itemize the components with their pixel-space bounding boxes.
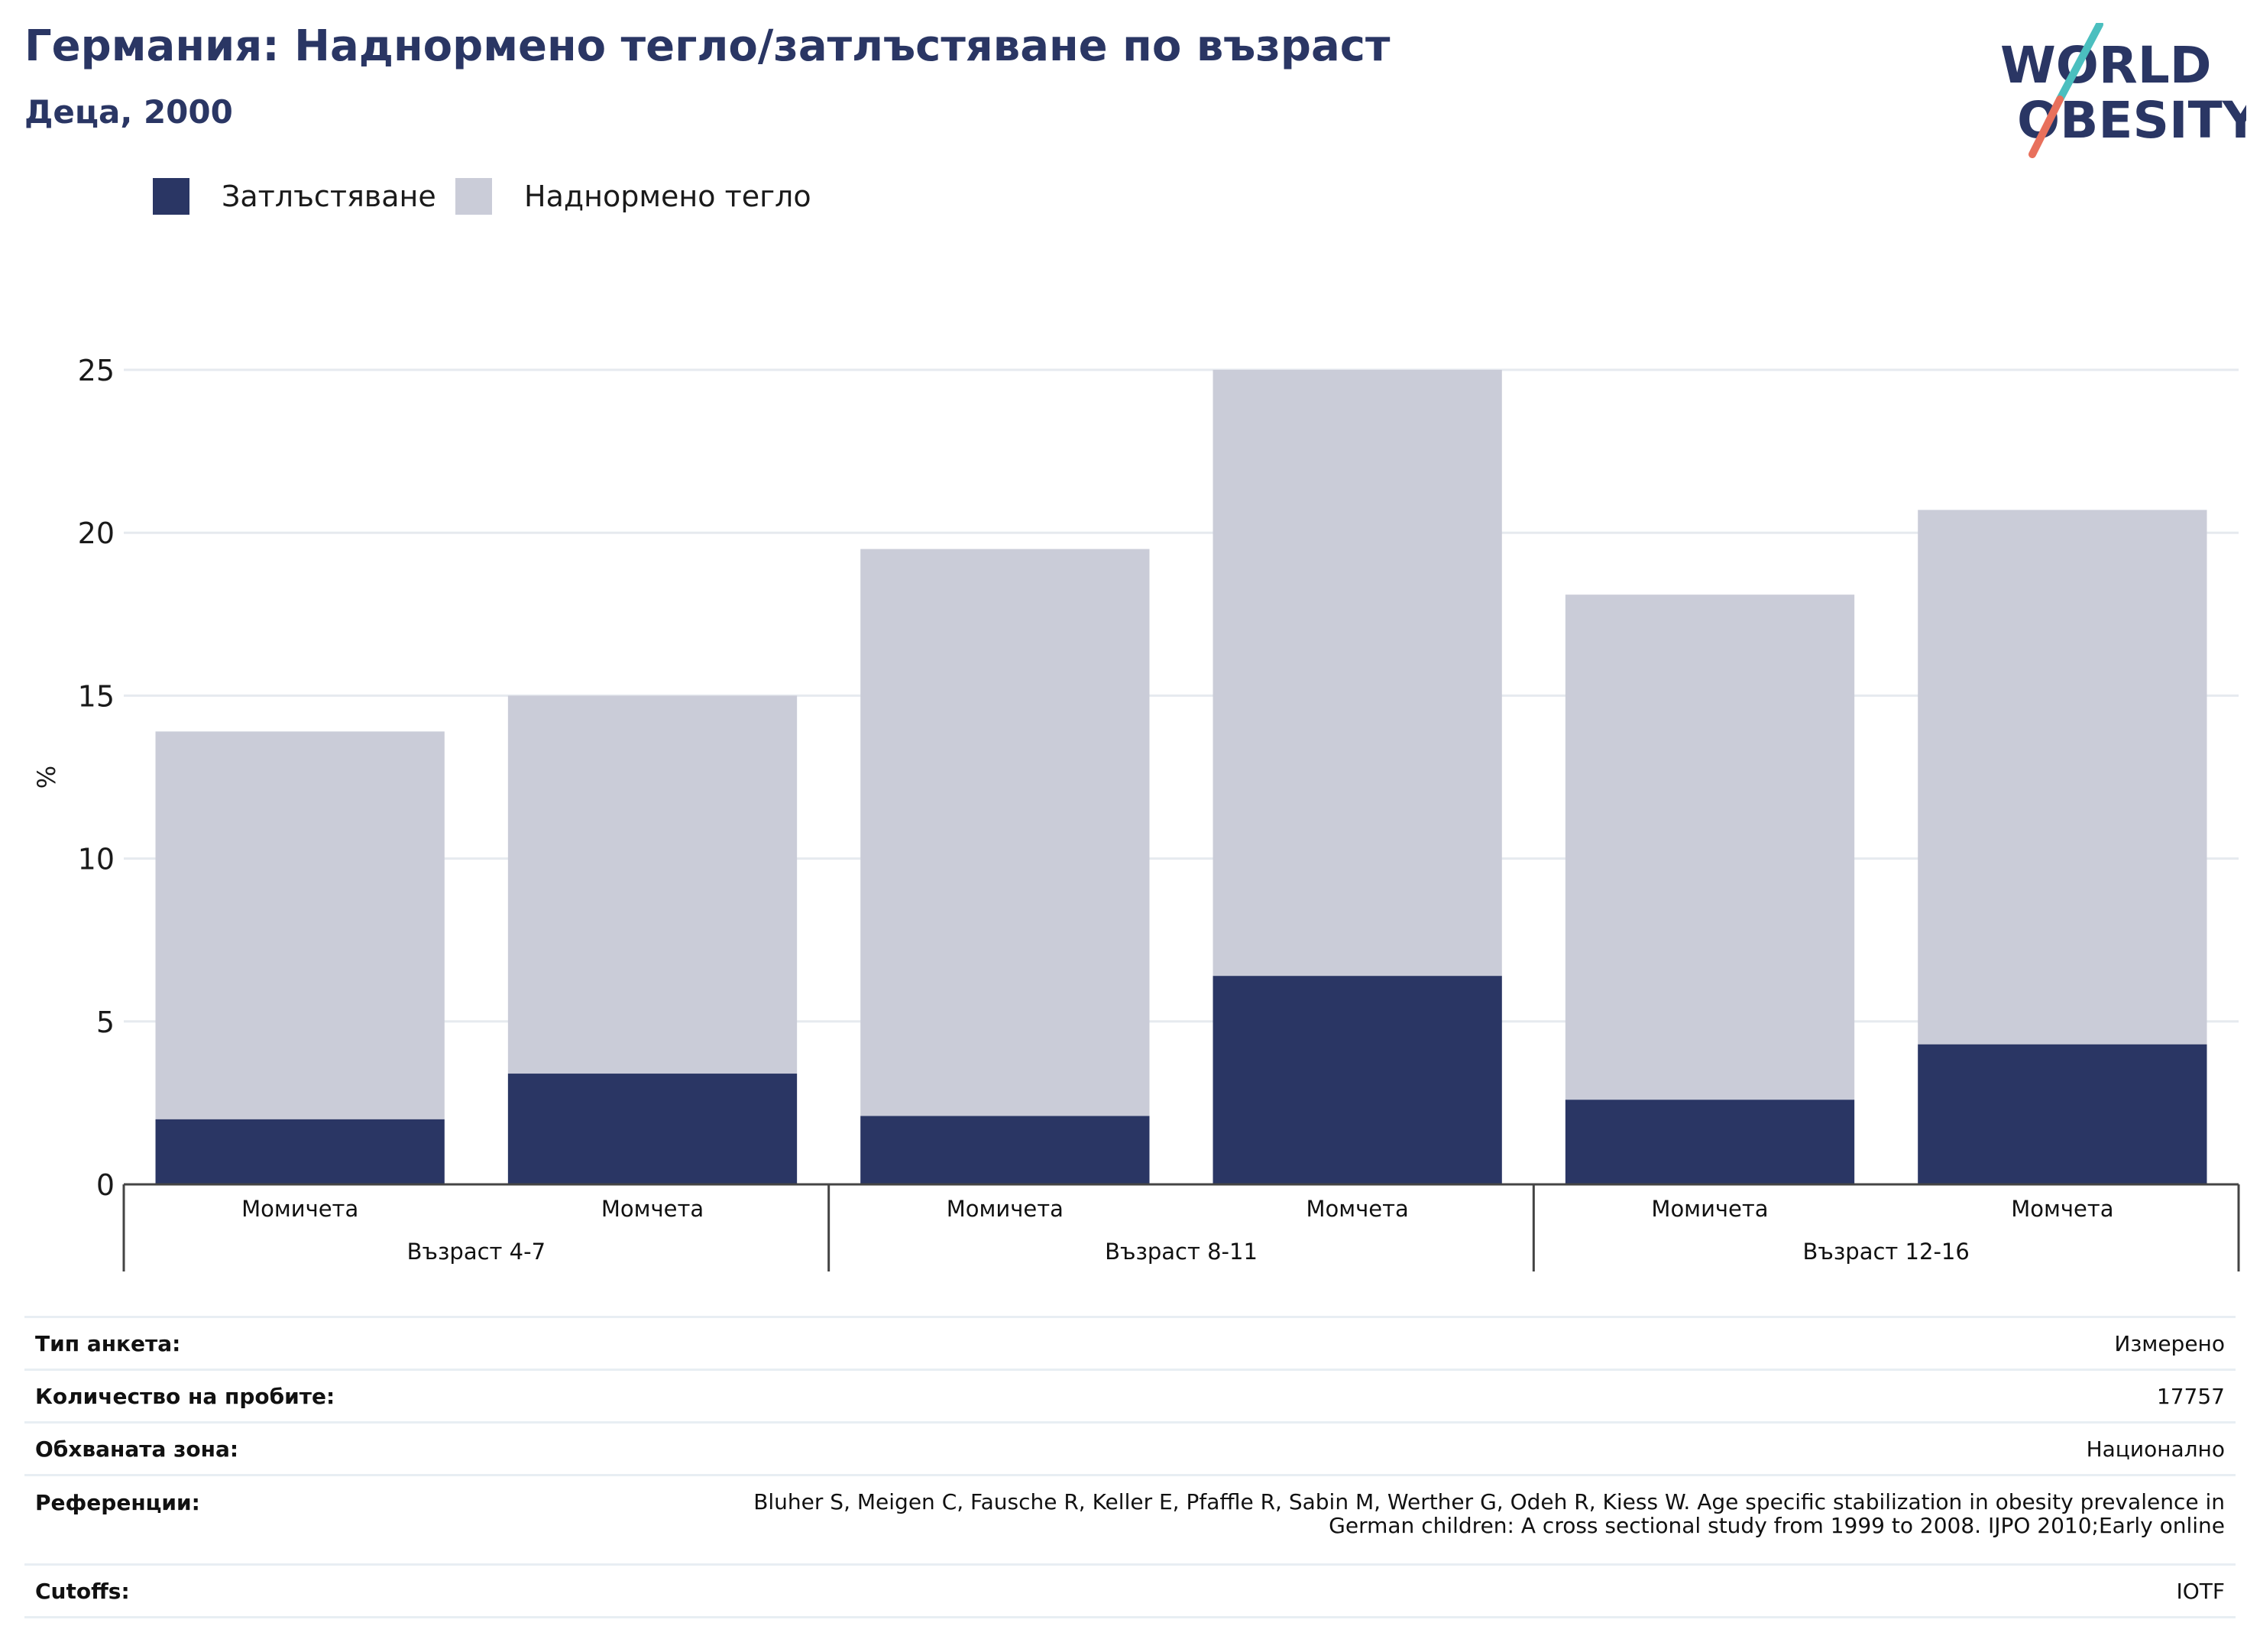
info-value-area-covered: Национално — [416, 1421, 2236, 1476]
info-row-survey-type: Тип анкета: Измерено — [24, 1316, 2236, 1371]
info-value-survey-type: Измерено — [416, 1316, 2236, 1371]
legend-item-overweight: Наднормено тегло — [455, 177, 811, 215]
x-tick-label: Момчета — [2011, 1196, 2113, 1222]
info-row-sample-size: Количество на пробите: 17757 — [24, 1369, 2236, 1424]
x-tick-label: Момчета — [1306, 1196, 1409, 1222]
info-key-cutoffs: Cutoffs: — [24, 1563, 416, 1618]
legend-label-obesity: Затлъстяване — [222, 180, 436, 213]
group-label: Възраст 8-11 — [1105, 1239, 1258, 1265]
legend-label-overweight: Наднормено тегло — [524, 180, 811, 213]
y-tick-label: 10 — [78, 843, 115, 876]
info-key-references: Референции: — [24, 1474, 416, 1566]
bar-obesity — [1565, 1100, 1855, 1184]
y-tick-label: 25 — [78, 354, 115, 387]
info-table: Тип анкета: Измерено Количество на проби… — [24, 1316, 2236, 1618]
y-axis-label: % — [32, 766, 61, 789]
bar-overweight — [1213, 370, 1502, 977]
chart-subtitle: Деца, 2000 — [24, 93, 233, 131]
info-key-area-covered: Обхваната зона: — [24, 1421, 416, 1476]
bar-overweight — [507, 695, 798, 1074]
x-tick-label: Момчета — [601, 1196, 704, 1222]
legend-swatch-overweight — [455, 178, 492, 215]
y-tick-label: 15 — [78, 679, 115, 713]
svg-text:WORLD: WORLD — [2000, 36, 2212, 95]
bar-obesity — [1213, 976, 1502, 1184]
y-tick-label: 20 — [78, 517, 115, 550]
info-row-area-covered: Обхваната зона: Национално — [24, 1421, 2236, 1476]
bar-obesity — [507, 1074, 798, 1184]
info-value-sample-size: 17757 — [416, 1369, 2236, 1424]
info-row-references: Референции: Bluher S, Meigen C, Fausche … — [24, 1474, 2236, 1566]
bar-overweight — [1565, 594, 1855, 1100]
info-value-references: Bluher S, Meigen C, Fausche R, Keller E,… — [416, 1474, 2236, 1566]
bar-obesity — [155, 1119, 445, 1184]
info-value-cutoffs: IOTF — [416, 1563, 2236, 1618]
world-obesity-logo: WORLD OBESITY — [2000, 23, 2246, 158]
reference-line-2: German children: A cross sectional study… — [1329, 1513, 2225, 1538]
x-tick-label: Момичета — [947, 1196, 1064, 1222]
reference-line-1: Bluher S, Meigen C, Fausche R, Keller E,… — [753, 1489, 2225, 1514]
info-key-sample-size: Количество на пробите: — [24, 1369, 416, 1424]
info-row-cutoffs: Cutoffs: IOTF — [24, 1563, 2236, 1618]
bar-obesity — [860, 1116, 1150, 1184]
x-tick-label: Момичета — [1651, 1196, 1768, 1222]
bar-overweight — [155, 731, 445, 1119]
bar-chart: 0 5 10 15 20 25% Момичета Момчета Момичета Момчет… — [32, 354, 2240, 1271]
chart-title: Германия: Наднормено тегло/затлъстяване … — [24, 21, 1391, 71]
info-key-survey-type: Тип анкета: — [24, 1316, 416, 1371]
x-tick-label: Момичета — [241, 1196, 358, 1222]
y-tick-label: 0 — [96, 1168, 115, 1202]
bar-obesity — [1918, 1044, 2207, 1184]
y-tick-label: 5 — [96, 1006, 115, 1039]
group-label: Възраст 4-7 — [407, 1239, 546, 1265]
group-label: Възраст 12-16 — [1803, 1239, 1970, 1265]
legend-item-obesity: Затлъстяване — [153, 177, 436, 215]
bar-overweight — [1918, 510, 2207, 1045]
legend-swatch-obesity — [153, 178, 189, 215]
bar-overweight — [860, 549, 1150, 1116]
